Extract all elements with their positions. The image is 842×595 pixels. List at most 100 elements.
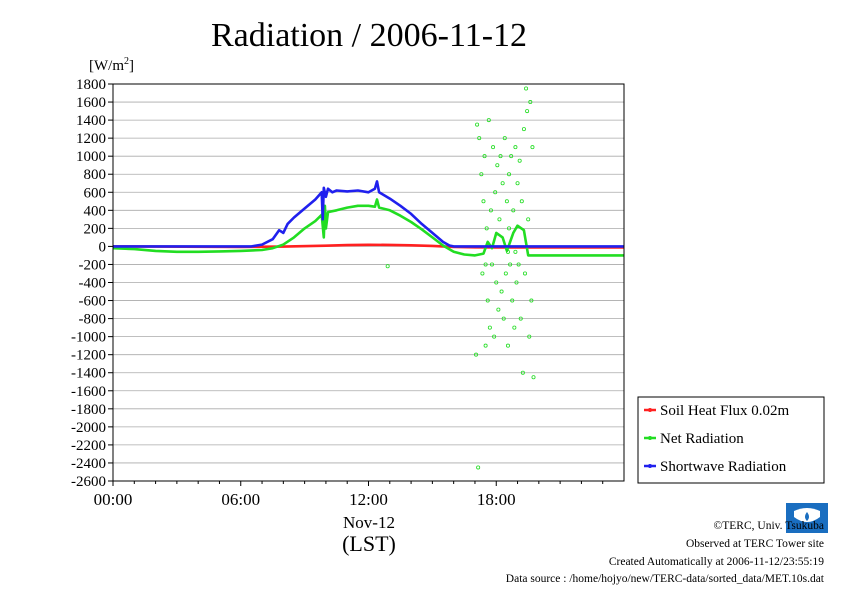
y-tick-label: -1200 <box>71 348 106 364</box>
y-tick-label: 1200 <box>76 131 106 147</box>
scatter-point <box>516 262 521 267</box>
y-tick-label: -600 <box>79 294 107 310</box>
scatter-point <box>484 226 489 231</box>
scatter-point <box>513 145 518 150</box>
y-tick-label: -2600 <box>71 474 106 490</box>
x-axis-date-label: Nov-12 <box>343 513 395 532</box>
terc-logo <box>786 503 828 533</box>
scatter-point <box>494 280 499 285</box>
x-axis-ticks: 00:00 06:00 12:00 18:00 <box>94 481 604 509</box>
y-tick-label: 1000 <box>76 149 106 165</box>
y-tick-label: 1800 <box>76 77 106 93</box>
data-source-text: Data source : /home/hojyo/new/TERC-data/… <box>505 573 824 585</box>
scatter-point <box>519 199 524 204</box>
x-tick-label: 00:00 <box>94 490 133 509</box>
x-tick-label: 06:00 <box>221 490 260 509</box>
scatter-point <box>530 145 535 150</box>
y-tick-label: -400 <box>79 276 107 292</box>
y-tick-label: 1600 <box>76 95 106 111</box>
scatter-point <box>504 199 509 204</box>
scatter-point <box>498 154 503 159</box>
scatter-point <box>518 316 523 321</box>
scatter-point <box>528 100 533 105</box>
grid-lines <box>113 83 624 482</box>
terc-logo-icon <box>786 503 828 533</box>
scatter-point <box>489 262 494 267</box>
y-tick-label: -800 <box>79 312 107 328</box>
scatter-point <box>488 208 493 213</box>
copyright-text: ©TERC, Univ. Tsukuba <box>713 520 824 532</box>
series-line-1 <box>112 198 624 257</box>
scatter-point <box>507 172 512 177</box>
scatter-point <box>524 86 529 91</box>
scatter-point <box>509 154 514 159</box>
scatter-point <box>515 181 520 186</box>
x-tick-label: 18:00 <box>477 490 516 509</box>
y-tick-label: -2200 <box>71 438 106 454</box>
y-axis-unit-label: [W/m2] <box>89 56 134 74</box>
y-tick-label: -1800 <box>71 402 106 418</box>
scatter-point <box>493 190 498 195</box>
y-tick-label: 1400 <box>76 113 106 129</box>
scatter-point <box>491 145 496 150</box>
legend-marker <box>648 464 652 468</box>
legend-box <box>637 396 825 484</box>
scatter-point <box>475 122 480 127</box>
y-tick-label: -2000 <box>71 420 106 436</box>
scatter-point <box>505 343 510 348</box>
scatter-point <box>510 298 515 303</box>
y-tick-label: 400 <box>84 203 107 219</box>
x-axis-label: (LST) <box>342 531 396 556</box>
scatter-point <box>485 298 490 303</box>
scatter-point <box>502 136 507 141</box>
scatter-point <box>476 465 481 470</box>
legend-label: Soil Heat Flux 0.02m <box>660 403 790 419</box>
scatter-points <box>385 86 536 470</box>
scatter-point <box>520 370 525 375</box>
scatter-point <box>480 271 485 276</box>
observed-text: Observed at TERC Tower site <box>685 538 824 550</box>
scatter-point <box>492 334 497 339</box>
scatter-point <box>511 208 516 213</box>
y-tick-label: -2400 <box>71 456 106 472</box>
y-tick-label: 0 <box>99 239 107 255</box>
y-tick-label: 600 <box>84 185 107 201</box>
scatter-point <box>507 226 512 231</box>
scatter-point <box>495 163 500 168</box>
scatter-point <box>512 325 517 330</box>
legend-marker <box>648 408 652 412</box>
legend-marker <box>648 436 652 440</box>
legend-label: Net Radiation <box>660 431 744 447</box>
scatter-point <box>487 325 492 330</box>
series-lines <box>112 180 624 257</box>
scatter-point <box>503 271 508 276</box>
y-tick-label: -1400 <box>71 366 106 382</box>
scatter-point <box>481 199 486 204</box>
scatter-point <box>513 249 518 254</box>
scatter-point <box>514 280 519 285</box>
scatter-point <box>522 271 527 276</box>
scatter-point <box>500 181 505 186</box>
scatter-point <box>531 375 536 380</box>
y-tick-label: -200 <box>79 257 107 273</box>
legend-label: Shortwave Radiation <box>660 459 787 475</box>
created-text: Created Automatically at 2006-11-12/23:5… <box>608 556 824 568</box>
scatter-point <box>385 264 390 269</box>
scatter-point <box>501 316 506 321</box>
scatter-point <box>508 262 513 267</box>
scatter-point <box>479 172 484 177</box>
y-tick-label: -1000 <box>71 330 106 346</box>
plot-frame <box>112 83 625 482</box>
scatter-point <box>526 217 531 222</box>
y-axis-ticks: 1800 1600 1400 1200 1000 800 600 400 200 0 -200 -40… <box>71 77 113 490</box>
scatter-point <box>483 343 488 348</box>
y-tick-label: -1600 <box>71 384 106 400</box>
scatter-point <box>529 298 534 303</box>
scatter-point <box>474 352 479 357</box>
scatter-point <box>486 118 491 123</box>
chart-title: Radiation / 2006-11-12 <box>211 17 527 54</box>
scatter-point <box>525 109 530 114</box>
legend: Soil Heat Flux 0.02m Net Radiation Shortwa… <box>637 396 825 484</box>
scatter-point <box>477 136 482 141</box>
